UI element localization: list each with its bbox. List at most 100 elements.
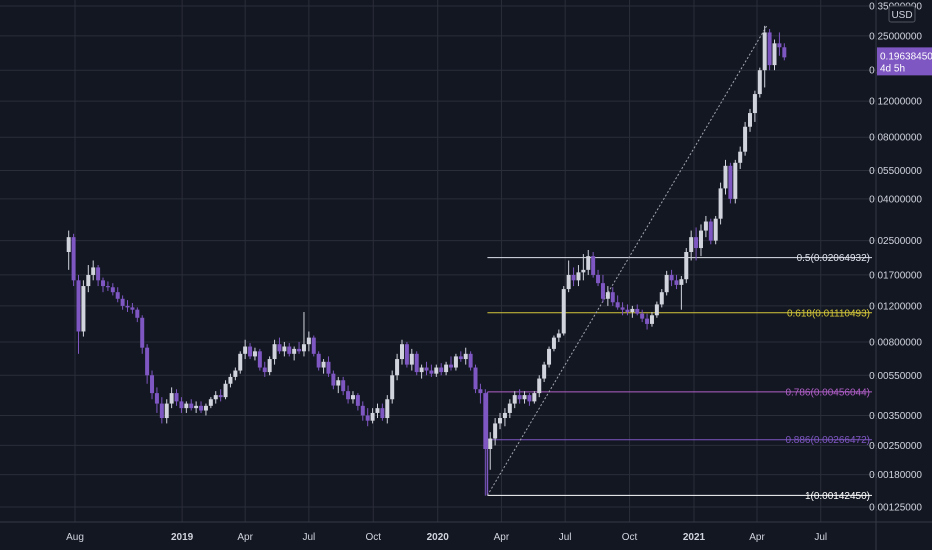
- candle-body: [301, 344, 306, 352]
- candle: [360, 401, 365, 421]
- candle: [664, 270, 669, 296]
- candle-body: [444, 364, 449, 373]
- candle-body: [473, 367, 478, 390]
- candle: [194, 401, 199, 413]
- candle: [370, 408, 375, 424]
- candle-body: [375, 408, 380, 413]
- candle-body: [125, 305, 130, 308]
- currency-badge[interactable]: [888, 5, 916, 23]
- trend-line[interactable]: [486, 25, 768, 496]
- candle-body: [453, 356, 458, 368]
- candle-body: [404, 344, 409, 365]
- candle-body: [96, 267, 101, 281]
- candle-body: [527, 395, 532, 402]
- candle-body: [110, 287, 115, 293]
- candle-body: [698, 230, 703, 249]
- trend-line-dotted[interactable]: [486, 25, 768, 496]
- fibonacci-retracement[interactable]: 0.5(0.02064932) 0.618(0.01110493) 0.786(0.…: [486, 253, 872, 502]
- candle: [355, 393, 360, 411]
- candle: [698, 224, 703, 257]
- candle: [297, 341, 302, 354]
- candle: [498, 412, 503, 430]
- candle: [91, 260, 96, 281]
- candle: [713, 215, 718, 245]
- candle: [649, 312, 654, 327]
- candle-body: [238, 353, 243, 371]
- candle: [365, 408, 370, 427]
- candle-body: [267, 359, 272, 373]
- y-tick-label: 0.12000000: [869, 97, 922, 108]
- candle: [110, 283, 115, 296]
- candle-body: [620, 307, 625, 310]
- candle-body: [150, 375, 155, 394]
- candle: [468, 351, 473, 371]
- candle: [154, 387, 159, 413]
- candle-body: [326, 361, 331, 374]
- candle-body: [581, 269, 586, 273]
- candle: [243, 339, 248, 360]
- candle-body: [120, 298, 125, 306]
- y-tick-label: 0.25000000: [869, 31, 922, 42]
- y-tick-label: 0.01200000: [869, 301, 922, 312]
- candle: [321, 359, 326, 374]
- candle: [502, 408, 507, 427]
- candle: [174, 389, 179, 406]
- candle-body: [399, 344, 404, 360]
- candle: [272, 339, 277, 365]
- y-tick-label: 0.00250000: [869, 441, 922, 452]
- candle-body: [105, 286, 110, 288]
- candle: [375, 403, 380, 419]
- candle: [743, 121, 748, 156]
- candle: [409, 348, 414, 371]
- candle: [610, 287, 615, 306]
- price-axis[interactable]: 0.350000000.250000000.170000000.12000000…: [869, 0, 922, 550]
- candle-body: [605, 292, 610, 299]
- candle-body: [640, 313, 645, 319]
- candle: [233, 367, 238, 381]
- candle: [512, 391, 517, 409]
- candle-body: [218, 395, 223, 398]
- candle-body: [355, 395, 360, 406]
- candle-body: [625, 309, 630, 313]
- candle-body: [542, 364, 547, 379]
- candle: [757, 67, 762, 98]
- candle-body: [346, 391, 351, 400]
- candle: [718, 182, 723, 225]
- candle-body: [684, 252, 689, 280]
- candle-body: [762, 32, 767, 71]
- candle: [184, 401, 189, 413]
- candle: [728, 162, 733, 204]
- x-tick-label: Oct: [622, 532, 638, 543]
- candle-body: [488, 438, 493, 450]
- candle: [566, 260, 571, 293]
- x-tick-label: Jul: [814, 532, 827, 543]
- candle-body: [429, 370, 434, 374]
- candle: [782, 43, 787, 61]
- candle: [439, 363, 444, 376]
- candle-body: [664, 274, 669, 293]
- candle: [390, 370, 395, 404]
- candle-body: [409, 353, 414, 365]
- candle: [404, 341, 409, 368]
- candle: [561, 286, 566, 336]
- candle: [81, 280, 86, 337]
- candle: [385, 395, 390, 424]
- x-tick-label: Apr: [749, 532, 765, 543]
- candle-body: [478, 389, 483, 394]
- time-axis[interactable]: Aug 2019 Apr Jul Oct 2020 Apr Jul Oct 2021 Apr Jul: [0, 521, 932, 543]
- x-tick-label: Oct: [366, 532, 382, 543]
- candle-body: [635, 308, 640, 314]
- candle: [429, 364, 434, 377]
- candle-countdown: 4d 5h: [880, 63, 905, 74]
- x-tick-label: Jul: [302, 532, 315, 543]
- candle: [120, 295, 125, 310]
- currency-label: USD: [891, 10, 912, 21]
- candle: [463, 347, 468, 365]
- candle: [640, 309, 645, 323]
- candle: [399, 339, 404, 365]
- candle: [537, 375, 542, 398]
- candle: [164, 399, 169, 424]
- candle-body: [654, 304, 659, 316]
- candle-body: [228, 376, 233, 384]
